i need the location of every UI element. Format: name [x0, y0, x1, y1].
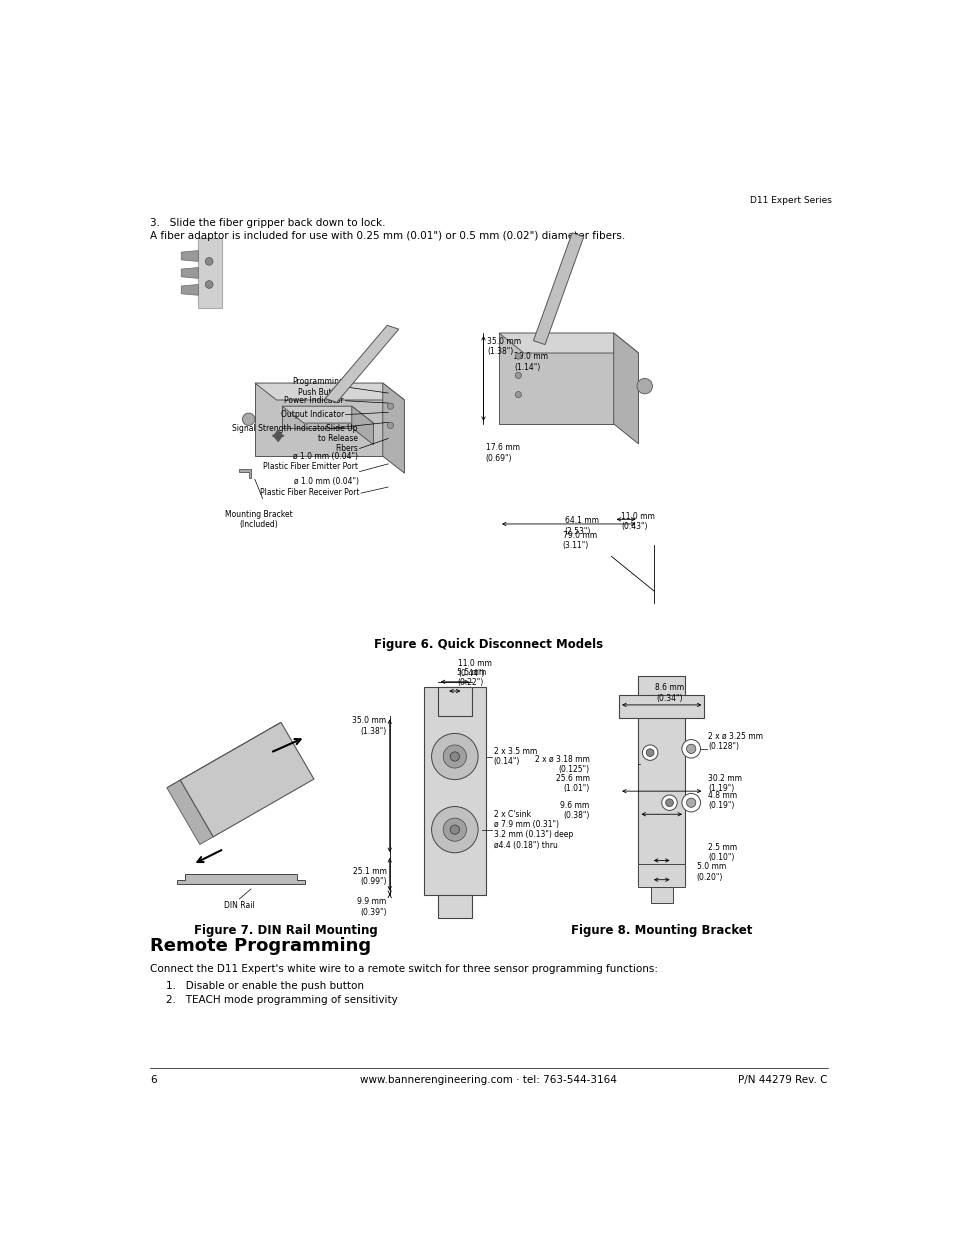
Text: 2 x ø 3.25 mm
(0.128"): 2 x ø 3.25 mm (0.128")	[707, 731, 762, 751]
Text: 5.0 mm
(0.20"): 5.0 mm (0.20")	[696, 862, 725, 882]
Polygon shape	[382, 383, 404, 473]
Text: 2 x C'sink
ø 7.9 mm (0.31")
3.2 mm (0.13") deep
ø4.4 (0.18") thru: 2 x C'sink ø 7.9 mm (0.31") 3.2 mm (0.13…	[493, 810, 572, 850]
Text: Slide Up
to Release
Fibers: Slide Up to Release Fibers	[317, 424, 357, 453]
Circle shape	[443, 745, 466, 768]
Text: Programming
Push Button: Programming Push Button	[292, 377, 344, 396]
Polygon shape	[352, 406, 373, 445]
Polygon shape	[272, 435, 284, 442]
Circle shape	[205, 258, 213, 266]
Polygon shape	[239, 468, 251, 478]
Circle shape	[637, 378, 652, 394]
Text: A fiber adaptor is included for use with 0.25 mm (0.01") or 0.5 mm (0.02") diame: A fiber adaptor is included for use with…	[150, 231, 625, 241]
Text: 2.5 mm
(0.10"): 2.5 mm (0.10")	[707, 844, 737, 862]
Text: Remote Programming: Remote Programming	[150, 937, 371, 956]
Polygon shape	[177, 873, 305, 883]
Circle shape	[431, 806, 477, 852]
Polygon shape	[254, 383, 404, 400]
Text: 25.1 mm
(0.99"): 25.1 mm (0.99")	[353, 867, 386, 885]
Circle shape	[681, 793, 700, 811]
Bar	[638, 864, 684, 888]
Text: 11.0 mm
(0.44"): 11.0 mm (0.44")	[457, 658, 492, 678]
Text: 35.0 mm
(1.38"): 35.0 mm (1.38")	[352, 716, 386, 736]
Text: 11.0 mm
(0.43"): 11.0 mm (0.43")	[620, 511, 655, 531]
Text: 29.0 mm
(1.14"): 29.0 mm (1.14")	[514, 352, 548, 372]
Text: 6: 6	[150, 1074, 156, 1084]
Circle shape	[515, 353, 521, 359]
Circle shape	[450, 752, 459, 761]
Text: 8.6 mm
(0.34"): 8.6 mm (0.34")	[655, 683, 683, 703]
Polygon shape	[180, 722, 314, 837]
Text: 79.0 mm
(3.11"): 79.0 mm (3.11")	[562, 531, 596, 551]
Polygon shape	[254, 383, 382, 456]
Bar	[618, 695, 703, 718]
Text: 35.0 mm
(1.38"): 35.0 mm (1.38")	[487, 337, 521, 356]
Polygon shape	[325, 325, 398, 403]
Text: 5.5 mm
(0.22"): 5.5 mm (0.22")	[456, 668, 486, 687]
Text: Power Indicator: Power Indicator	[284, 396, 344, 405]
Text: Connect the D11 Expert's white wire to a remote switch for three sensor programm: Connect the D11 Expert's white wire to a…	[150, 965, 658, 974]
Polygon shape	[181, 251, 198, 262]
Text: 4.8 mm
(0.19"): 4.8 mm (0.19")	[707, 790, 737, 810]
Text: 9.6 mm
(0.38"): 9.6 mm (0.38")	[559, 800, 589, 820]
Circle shape	[686, 798, 695, 808]
Circle shape	[387, 403, 394, 409]
Text: 2.   TEACH mode programming of sensitivity: 2. TEACH mode programming of sensitivity	[166, 995, 397, 1005]
Circle shape	[641, 745, 658, 761]
Text: 3.   Slide the fiber gripper back down to lock.: 3. Slide the fiber gripper back down to …	[150, 217, 385, 227]
Text: 30.2 mm
(1.19"): 30.2 mm (1.19")	[707, 774, 741, 793]
Text: Signal Strength Indicator: Signal Strength Indicator	[233, 424, 328, 433]
Text: D11 Expert Series: D11 Expert Series	[750, 196, 831, 205]
Bar	[423, 687, 485, 895]
Polygon shape	[167, 722, 281, 788]
Polygon shape	[498, 333, 638, 353]
Circle shape	[645, 748, 654, 757]
Circle shape	[515, 372, 521, 378]
Circle shape	[681, 740, 700, 758]
Polygon shape	[198, 238, 221, 308]
Text: Mounting Bracket
(Included): Mounting Bracket (Included)	[225, 510, 293, 530]
Polygon shape	[282, 406, 352, 427]
Text: www.bannerengineering.com · tel: 763-544-3164: www.bannerengineering.com · tel: 763-544…	[360, 1074, 617, 1084]
Polygon shape	[181, 268, 198, 278]
Text: Figure 7. DIN Rail Mounting: Figure 7. DIN Rail Mounting	[193, 924, 377, 937]
Circle shape	[431, 734, 477, 779]
Polygon shape	[167, 781, 213, 845]
Text: Figure 6. Quick Disconnect Models: Figure 6. Quick Disconnect Models	[374, 638, 603, 651]
Circle shape	[205, 280, 213, 288]
Bar	[638, 676, 684, 883]
Text: ø 1.0 mm (0.04")
Plastic Fiber Emitter Port: ø 1.0 mm (0.04") Plastic Fiber Emitter P…	[263, 452, 357, 472]
Bar	[437, 895, 472, 918]
Text: DIN Rail: DIN Rail	[224, 902, 254, 910]
Text: P/N 44279 Rev. C: P/N 44279 Rev. C	[738, 1074, 827, 1084]
Text: 64.1 mm
(2.53"): 64.1 mm (2.53")	[564, 516, 598, 536]
Polygon shape	[181, 284, 198, 295]
Text: Figure 8. Mounting Bracket: Figure 8. Mounting Bracket	[571, 924, 752, 937]
Text: Output Indicator: Output Indicator	[280, 410, 344, 419]
Circle shape	[661, 795, 677, 810]
Text: 9.9 mm
(0.39"): 9.9 mm (0.39")	[357, 898, 386, 916]
Circle shape	[515, 391, 521, 398]
Bar	[437, 687, 472, 716]
Polygon shape	[533, 233, 583, 345]
Polygon shape	[282, 406, 373, 424]
Text: 2 x ø 3.18 mm
(0.125"): 2 x ø 3.18 mm (0.125")	[535, 755, 589, 774]
Bar	[650, 888, 672, 903]
Circle shape	[665, 799, 673, 806]
Circle shape	[242, 412, 254, 425]
Text: 1.   Disable or enable the push button: 1. Disable or enable the push button	[166, 982, 363, 992]
Circle shape	[686, 745, 695, 753]
Polygon shape	[498, 333, 613, 424]
Text: 2 x 3.5 mm
(0.14"): 2 x 3.5 mm (0.14")	[493, 747, 537, 766]
Circle shape	[450, 825, 459, 835]
Circle shape	[387, 422, 394, 429]
Circle shape	[443, 818, 466, 841]
Text: 17.6 mm
(0.69"): 17.6 mm (0.69")	[485, 443, 519, 463]
Text: 25.6 mm
(1.01"): 25.6 mm (1.01")	[555, 774, 589, 793]
Polygon shape	[613, 333, 638, 443]
Polygon shape	[272, 430, 284, 437]
Text: ø 1.0 mm (0.04")
Plastic Fiber Receiver Port: ø 1.0 mm (0.04") Plastic Fiber Receiver …	[260, 477, 359, 496]
